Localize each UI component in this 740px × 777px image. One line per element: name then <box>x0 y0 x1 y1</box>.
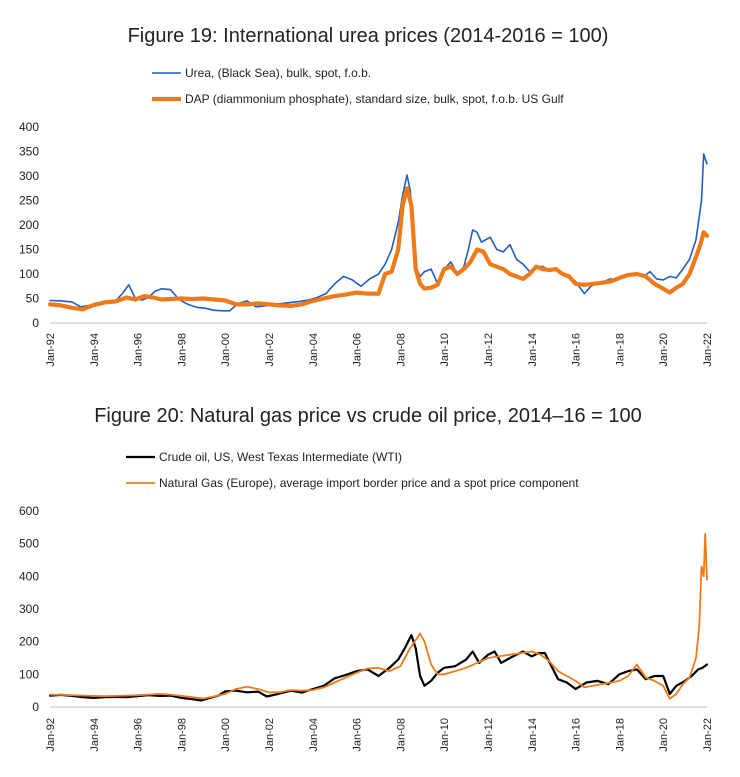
series-line-2 <box>47 186 710 312</box>
y-tick-label: 100 <box>19 267 39 281</box>
y-tick-label: 200 <box>19 218 39 232</box>
x-tick-label: Jan-16 <box>571 718 583 752</box>
x-tick-label: Jan-02 <box>264 333 276 367</box>
y-tick-label: 0 <box>32 700 39 714</box>
y-tick-label: 300 <box>19 169 39 183</box>
x-tick-label: Jan-14 <box>527 333 539 367</box>
x-tick-label: Jan-20 <box>658 333 670 367</box>
x-tick-label: Jan-22 <box>702 333 714 367</box>
x-tick-label: Jan-92 <box>45 333 57 367</box>
x-tick-label: Jan-18 <box>614 718 626 752</box>
x-tick-label: Jan-00 <box>220 718 232 752</box>
x-tick-label: Jan-04 <box>308 718 320 752</box>
x-tick-label: Jan-12 <box>483 718 495 752</box>
x-tick-label: Jan-06 <box>352 718 364 752</box>
y-tick-label: 0 <box>32 316 39 330</box>
figure-19-chart: Figure 19: International urea prices (20… <box>19 25 714 367</box>
x-tick-label: Jan-14 <box>527 718 539 752</box>
x-tick-label: Jan-02 <box>264 718 276 752</box>
x-tick-label: Jan-20 <box>658 718 670 752</box>
x-tick-label: Jan-10 <box>439 333 451 367</box>
y-tick-label: 150 <box>19 243 39 257</box>
chart-title: Figure 20: Natural gas price vs crude oi… <box>94 405 642 427</box>
x-tick-label: Jan-22 <box>702 718 714 752</box>
figure-20-svg: Figure 20: Natural gas price vs crude oi… <box>19 405 714 752</box>
x-tick-label: Jan-04 <box>308 333 320 367</box>
x-tick-label: Jan-12 <box>483 333 495 367</box>
x-tick-label: Jan-16 <box>571 333 583 367</box>
x-tick-label: Jan-08 <box>395 718 407 752</box>
legend-label: Natural Gas (Europe), average import bor… <box>159 476 579 490</box>
x-tick-label: Jan-10 <box>439 718 451 752</box>
legend-label: Crude oil, US, West Texas Intermediate (… <box>159 450 402 464</box>
y-tick-label: 400 <box>19 120 39 134</box>
x-tick-label: Jan-96 <box>133 333 145 367</box>
y-tick-label: 400 <box>19 569 39 583</box>
y-tick-label: 100 <box>19 667 39 681</box>
chart-title: Figure 19: International urea prices (20… <box>128 25 609 47</box>
y-tick-label: 500 <box>19 537 39 551</box>
x-tick-label: Jan-08 <box>395 333 407 367</box>
y-tick-label: 300 <box>19 602 39 616</box>
y-tick-label: 200 <box>19 635 39 649</box>
y-tick-label: 50 <box>26 292 40 306</box>
x-tick-label: Jan-98 <box>176 333 188 367</box>
series-line-2 <box>49 533 708 700</box>
x-tick-label: Jan-18 <box>614 333 626 367</box>
x-tick-label: Jan-94 <box>89 333 101 367</box>
x-tick-label: Jan-98 <box>176 718 188 752</box>
legend-label: DAP (diammonium phosphate), standard siz… <box>185 92 564 106</box>
x-tick-label: Jan-00 <box>220 333 232 367</box>
legend-label: Urea, (Black Sea), bulk, spot, f.o.b. <box>185 66 371 80</box>
x-tick-label: Jan-06 <box>352 333 364 367</box>
x-tick-label: Jan-94 <box>89 718 101 752</box>
y-tick-label: 250 <box>19 194 39 208</box>
y-tick-label: 350 <box>19 145 39 159</box>
figure-20-chart: Figure 20: Natural gas price vs crude oi… <box>0 392 740 772</box>
series-line-1 <box>48 634 709 702</box>
x-tick-label: Jan-92 <box>45 718 57 752</box>
x-tick-label: Jan-96 <box>133 718 145 752</box>
y-tick-label: 600 <box>19 504 39 518</box>
figure-19-svg: Figure 19: International urea prices (20… <box>19 25 714 367</box>
